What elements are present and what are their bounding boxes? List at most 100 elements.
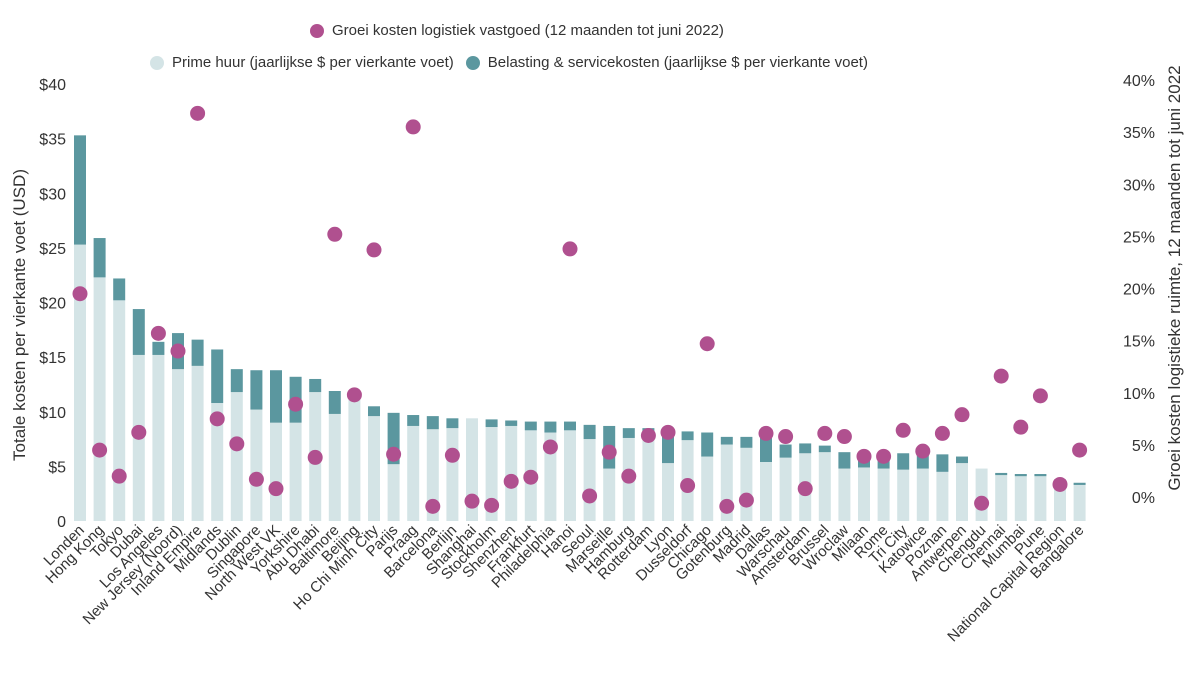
growth-point — [817, 425, 833, 441]
bar-tax — [622, 428, 635, 438]
y2-tick-label: 25% — [1123, 229, 1155, 246]
growth-point — [170, 343, 186, 359]
bar-rent — [387, 464, 400, 521]
legend-growth: Groei kosten logistiek vastgoed (12 maan… — [310, 22, 724, 39]
bar-rent — [270, 422, 282, 521]
bar-tax — [564, 421, 576, 431]
bar-tax — [309, 378, 322, 393]
bar-rent — [152, 354, 165, 521]
growth-point — [190, 105, 206, 121]
bar-tax — [662, 431, 674, 464]
bar-rent — [897, 469, 910, 521]
bar-rent — [93, 277, 106, 521]
growth-point — [111, 468, 127, 484]
y2-tick-label: 30% — [1123, 177, 1155, 194]
bar-rent — [113, 300, 126, 521]
bar-tax — [93, 238, 106, 278]
bar-rent — [603, 468, 616, 521]
legend-tax-label: Belasting & servicekosten (jaarlijkse $ … — [487, 54, 868, 71]
y-tick-label: $30 — [39, 186, 66, 203]
growth-point — [1032, 388, 1048, 404]
growth-point — [503, 473, 519, 489]
bar-tax — [995, 472, 1008, 476]
legend-tax: Belasting & servicekosten (jaarlijkse $ … — [465, 54, 868, 71]
bar-tax — [1034, 474, 1047, 477]
growth-point — [288, 396, 304, 412]
bar-tax — [936, 454, 949, 472]
y-tick-label: $20 — [39, 296, 66, 313]
bar-rent — [936, 471, 949, 521]
bar-tax — [113, 278, 126, 301]
legend-tax-marker — [465, 55, 480, 70]
growth-point — [797, 481, 813, 497]
growth-point — [523, 469, 539, 485]
bar-rent — [1014, 476, 1027, 521]
bar-tax — [681, 431, 694, 441]
growth-point — [895, 422, 911, 438]
growth-point — [738, 492, 754, 508]
bar-tax — [799, 443, 812, 454]
growth-point — [229, 436, 245, 452]
growth-point — [836, 429, 852, 445]
growth-point — [974, 495, 990, 511]
y2-axis-title: Groei kosten logistieke ruimte, 12 maand… — [1165, 65, 1184, 490]
y-tick-label: $5 — [48, 459, 66, 476]
bar-tax — [1073, 482, 1086, 485]
bar-rent — [877, 468, 890, 521]
growth-point — [582, 488, 598, 504]
bar-tax — [956, 456, 968, 464]
legend-rent-label: Prime huur (jaarlijkse $ per vierkante v… — [172, 54, 454, 71]
growth-point — [92, 442, 108, 458]
bar-tax — [426, 416, 439, 430]
bar-rent — [740, 447, 753, 521]
bar-tax — [524, 421, 537, 431]
growth-point — [464, 493, 480, 509]
growth-point — [542, 439, 558, 455]
bar-tax — [544, 421, 557, 433]
bar-tax — [191, 339, 204, 366]
growth-point — [209, 411, 225, 427]
legend-bars: Prime huur (jaarlijkse $ per vierkante v… — [150, 54, 880, 71]
growth-point — [876, 448, 892, 464]
bar-tax — [230, 369, 243, 393]
bar-rent — [642, 435, 655, 521]
bar-rent — [289, 422, 302, 521]
bar-tax — [505, 420, 518, 426]
bar-rent — [858, 467, 870, 521]
bar-tax — [74, 135, 86, 245]
y-tick-label: $10 — [39, 405, 66, 422]
growth-point — [405, 119, 421, 135]
legend-rent-marker — [150, 55, 164, 70]
bar-tax — [485, 419, 498, 428]
growth-point — [954, 407, 970, 423]
bar-tax — [838, 452, 851, 469]
growth-point — [719, 498, 735, 514]
bar-rent — [348, 397, 361, 521]
growth-point — [327, 226, 343, 242]
growth-point — [268, 481, 284, 497]
bar-rent — [172, 369, 184, 521]
bar-tax — [211, 349, 224, 404]
growth-point — [660, 424, 676, 440]
growth-point — [307, 449, 323, 465]
growth-point — [856, 448, 872, 464]
growth-point — [778, 429, 794, 445]
bar-rent — [426, 429, 439, 521]
growth-point — [562, 241, 578, 257]
growth-point — [915, 443, 931, 459]
bar-rent — [544, 432, 557, 521]
bar-tax — [407, 415, 420, 426]
bar-tax — [740, 436, 753, 448]
bar-tax — [152, 341, 165, 355]
y2-tick-label: 40% — [1123, 73, 1155, 90]
growth-point — [1052, 476, 1068, 492]
bar-rent — [662, 463, 674, 521]
bar-rent — [211, 403, 224, 521]
growth-point — [1013, 419, 1029, 435]
bar-tax — [760, 437, 772, 463]
y-tick-label: $15 — [39, 350, 66, 367]
bar-rent — [505, 425, 518, 521]
y-tick-label: $35 — [39, 132, 66, 149]
bar-rent — [446, 428, 459, 521]
